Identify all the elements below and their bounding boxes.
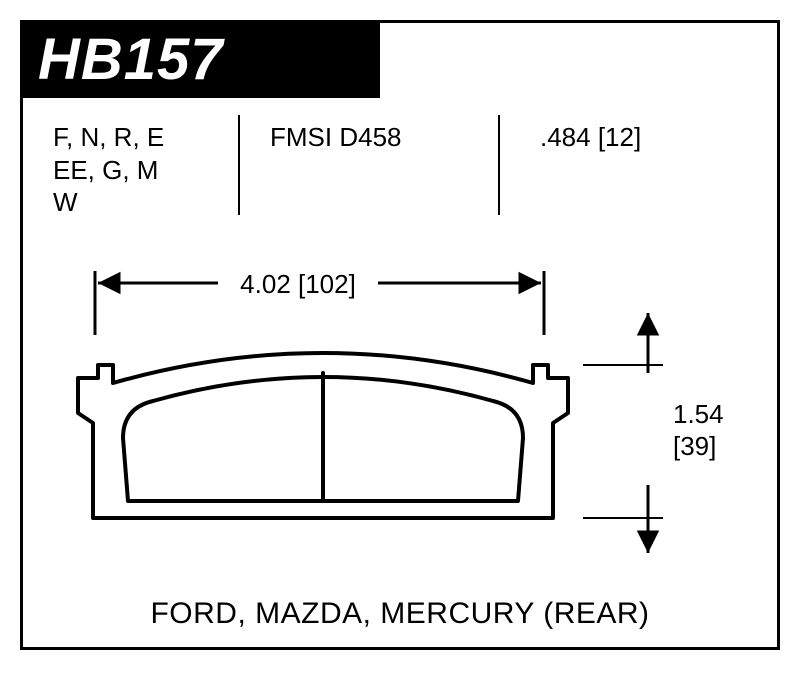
fitment-footer: FORD, MAZDA, MERCURY (REAR): [23, 597, 777, 631]
height-dimension-line1: 1.54: [673, 399, 724, 429]
compounds-line: EE, G, M: [53, 154, 218, 187]
spec-row: F, N, R, E EE, G, M W FMSI D458 .484 [12…: [23, 115, 777, 215]
pad-drawing-svg: 4.02 [102] 1.54 [39]: [23, 223, 783, 583]
spec-thickness: .484 [12]: [498, 115, 777, 215]
header-bar: HB157: [20, 20, 380, 98]
fmsi-value: FMSI D458: [270, 121, 478, 154]
brake-pad-diagram: 4.02 [102] 1.54 [39]: [23, 223, 777, 583]
height-dimension-line2: [39]: [673, 431, 716, 461]
outer-frame: HB157 F, N, R, E EE, G, M W FMSI D458 .4…: [20, 20, 780, 650]
part-number: HB157: [38, 26, 224, 93]
compounds-line: F, N, R, E: [53, 121, 218, 154]
thickness-value: .484 [12]: [540, 121, 757, 154]
spec-fmsi: FMSI D458: [238, 115, 498, 215]
spec-compounds: F, N, R, E EE, G, M W: [23, 115, 238, 215]
width-dimension-label: 4.02 [102]: [240, 269, 356, 299]
compounds-line: W: [53, 186, 218, 219]
